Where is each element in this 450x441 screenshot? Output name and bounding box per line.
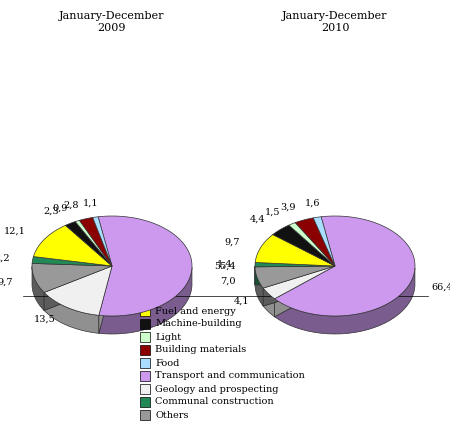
- Text: January-December: January-December: [59, 11, 165, 21]
- Text: 2010: 2010: [321, 23, 349, 33]
- Text: January-December: January-December: [282, 11, 388, 21]
- Text: 1,6: 1,6: [304, 199, 320, 208]
- Text: Light: Light: [155, 333, 181, 341]
- Bar: [140, 345, 150, 355]
- Polygon shape: [263, 266, 335, 299]
- Text: 66,4: 66,4: [432, 283, 450, 292]
- Text: Communal construction: Communal construction: [155, 397, 274, 407]
- Text: 1,1: 1,1: [83, 199, 99, 208]
- Polygon shape: [255, 235, 335, 266]
- Text: Others: Others: [155, 411, 189, 419]
- Text: 13,5: 13,5: [33, 315, 55, 324]
- Polygon shape: [289, 223, 335, 266]
- Text: Geology and prospecting: Geology and prospecting: [155, 385, 279, 393]
- Polygon shape: [255, 266, 335, 285]
- Polygon shape: [255, 262, 335, 267]
- Polygon shape: [75, 220, 112, 266]
- Polygon shape: [44, 266, 112, 310]
- Polygon shape: [255, 266, 335, 288]
- Polygon shape: [274, 266, 335, 317]
- Text: Machine-building: Machine-building: [155, 319, 242, 329]
- Bar: [140, 358, 150, 368]
- Text: Transport and communication: Transport and communication: [155, 371, 305, 381]
- Polygon shape: [93, 217, 112, 266]
- Text: 2,3: 2,3: [43, 207, 58, 216]
- Text: 2009: 2009: [98, 23, 126, 33]
- Polygon shape: [274, 266, 335, 317]
- Text: 12,1: 12,1: [4, 227, 26, 236]
- Text: Fuel and energy: Fuel and energy: [155, 306, 236, 315]
- Polygon shape: [99, 266, 112, 333]
- Text: Food: Food: [155, 359, 180, 367]
- Polygon shape: [263, 288, 274, 317]
- Text: 4,4: 4,4: [249, 215, 265, 224]
- Polygon shape: [44, 266, 112, 315]
- Text: Building materials: Building materials: [155, 345, 246, 355]
- Text: 55,4: 55,4: [214, 261, 236, 270]
- Polygon shape: [44, 292, 99, 333]
- Bar: [140, 410, 150, 420]
- Text: 2,8: 2,8: [63, 201, 79, 210]
- Polygon shape: [295, 218, 335, 266]
- Polygon shape: [44, 266, 112, 310]
- Polygon shape: [32, 257, 112, 266]
- Text: 7,0: 7,0: [220, 277, 235, 286]
- Bar: [140, 384, 150, 394]
- Text: 2,2: 2,2: [0, 254, 10, 263]
- Polygon shape: [99, 268, 192, 334]
- Text: 1,5: 1,5: [265, 208, 280, 217]
- Bar: [140, 332, 150, 342]
- Text: 9,7: 9,7: [224, 238, 240, 247]
- Bar: [140, 319, 150, 329]
- Text: 4,1: 4,1: [234, 297, 250, 306]
- Polygon shape: [274, 216, 415, 316]
- Text: 0,9: 0,9: [52, 204, 68, 213]
- Polygon shape: [255, 266, 335, 285]
- Polygon shape: [274, 268, 415, 334]
- Bar: [140, 306, 150, 316]
- Polygon shape: [255, 267, 263, 306]
- Polygon shape: [263, 266, 335, 306]
- Polygon shape: [99, 266, 112, 333]
- Polygon shape: [273, 225, 335, 266]
- Polygon shape: [79, 217, 112, 266]
- Text: 3,9: 3,9: [280, 202, 295, 212]
- Polygon shape: [98, 216, 192, 316]
- Polygon shape: [263, 266, 335, 306]
- Bar: [140, 371, 150, 381]
- Polygon shape: [32, 266, 44, 310]
- Polygon shape: [313, 217, 335, 266]
- Polygon shape: [32, 263, 112, 292]
- Text: 9,7: 9,7: [0, 277, 13, 287]
- Polygon shape: [66, 221, 112, 266]
- Bar: [140, 397, 150, 407]
- Text: 1,4: 1,4: [217, 260, 233, 269]
- Polygon shape: [33, 225, 112, 266]
